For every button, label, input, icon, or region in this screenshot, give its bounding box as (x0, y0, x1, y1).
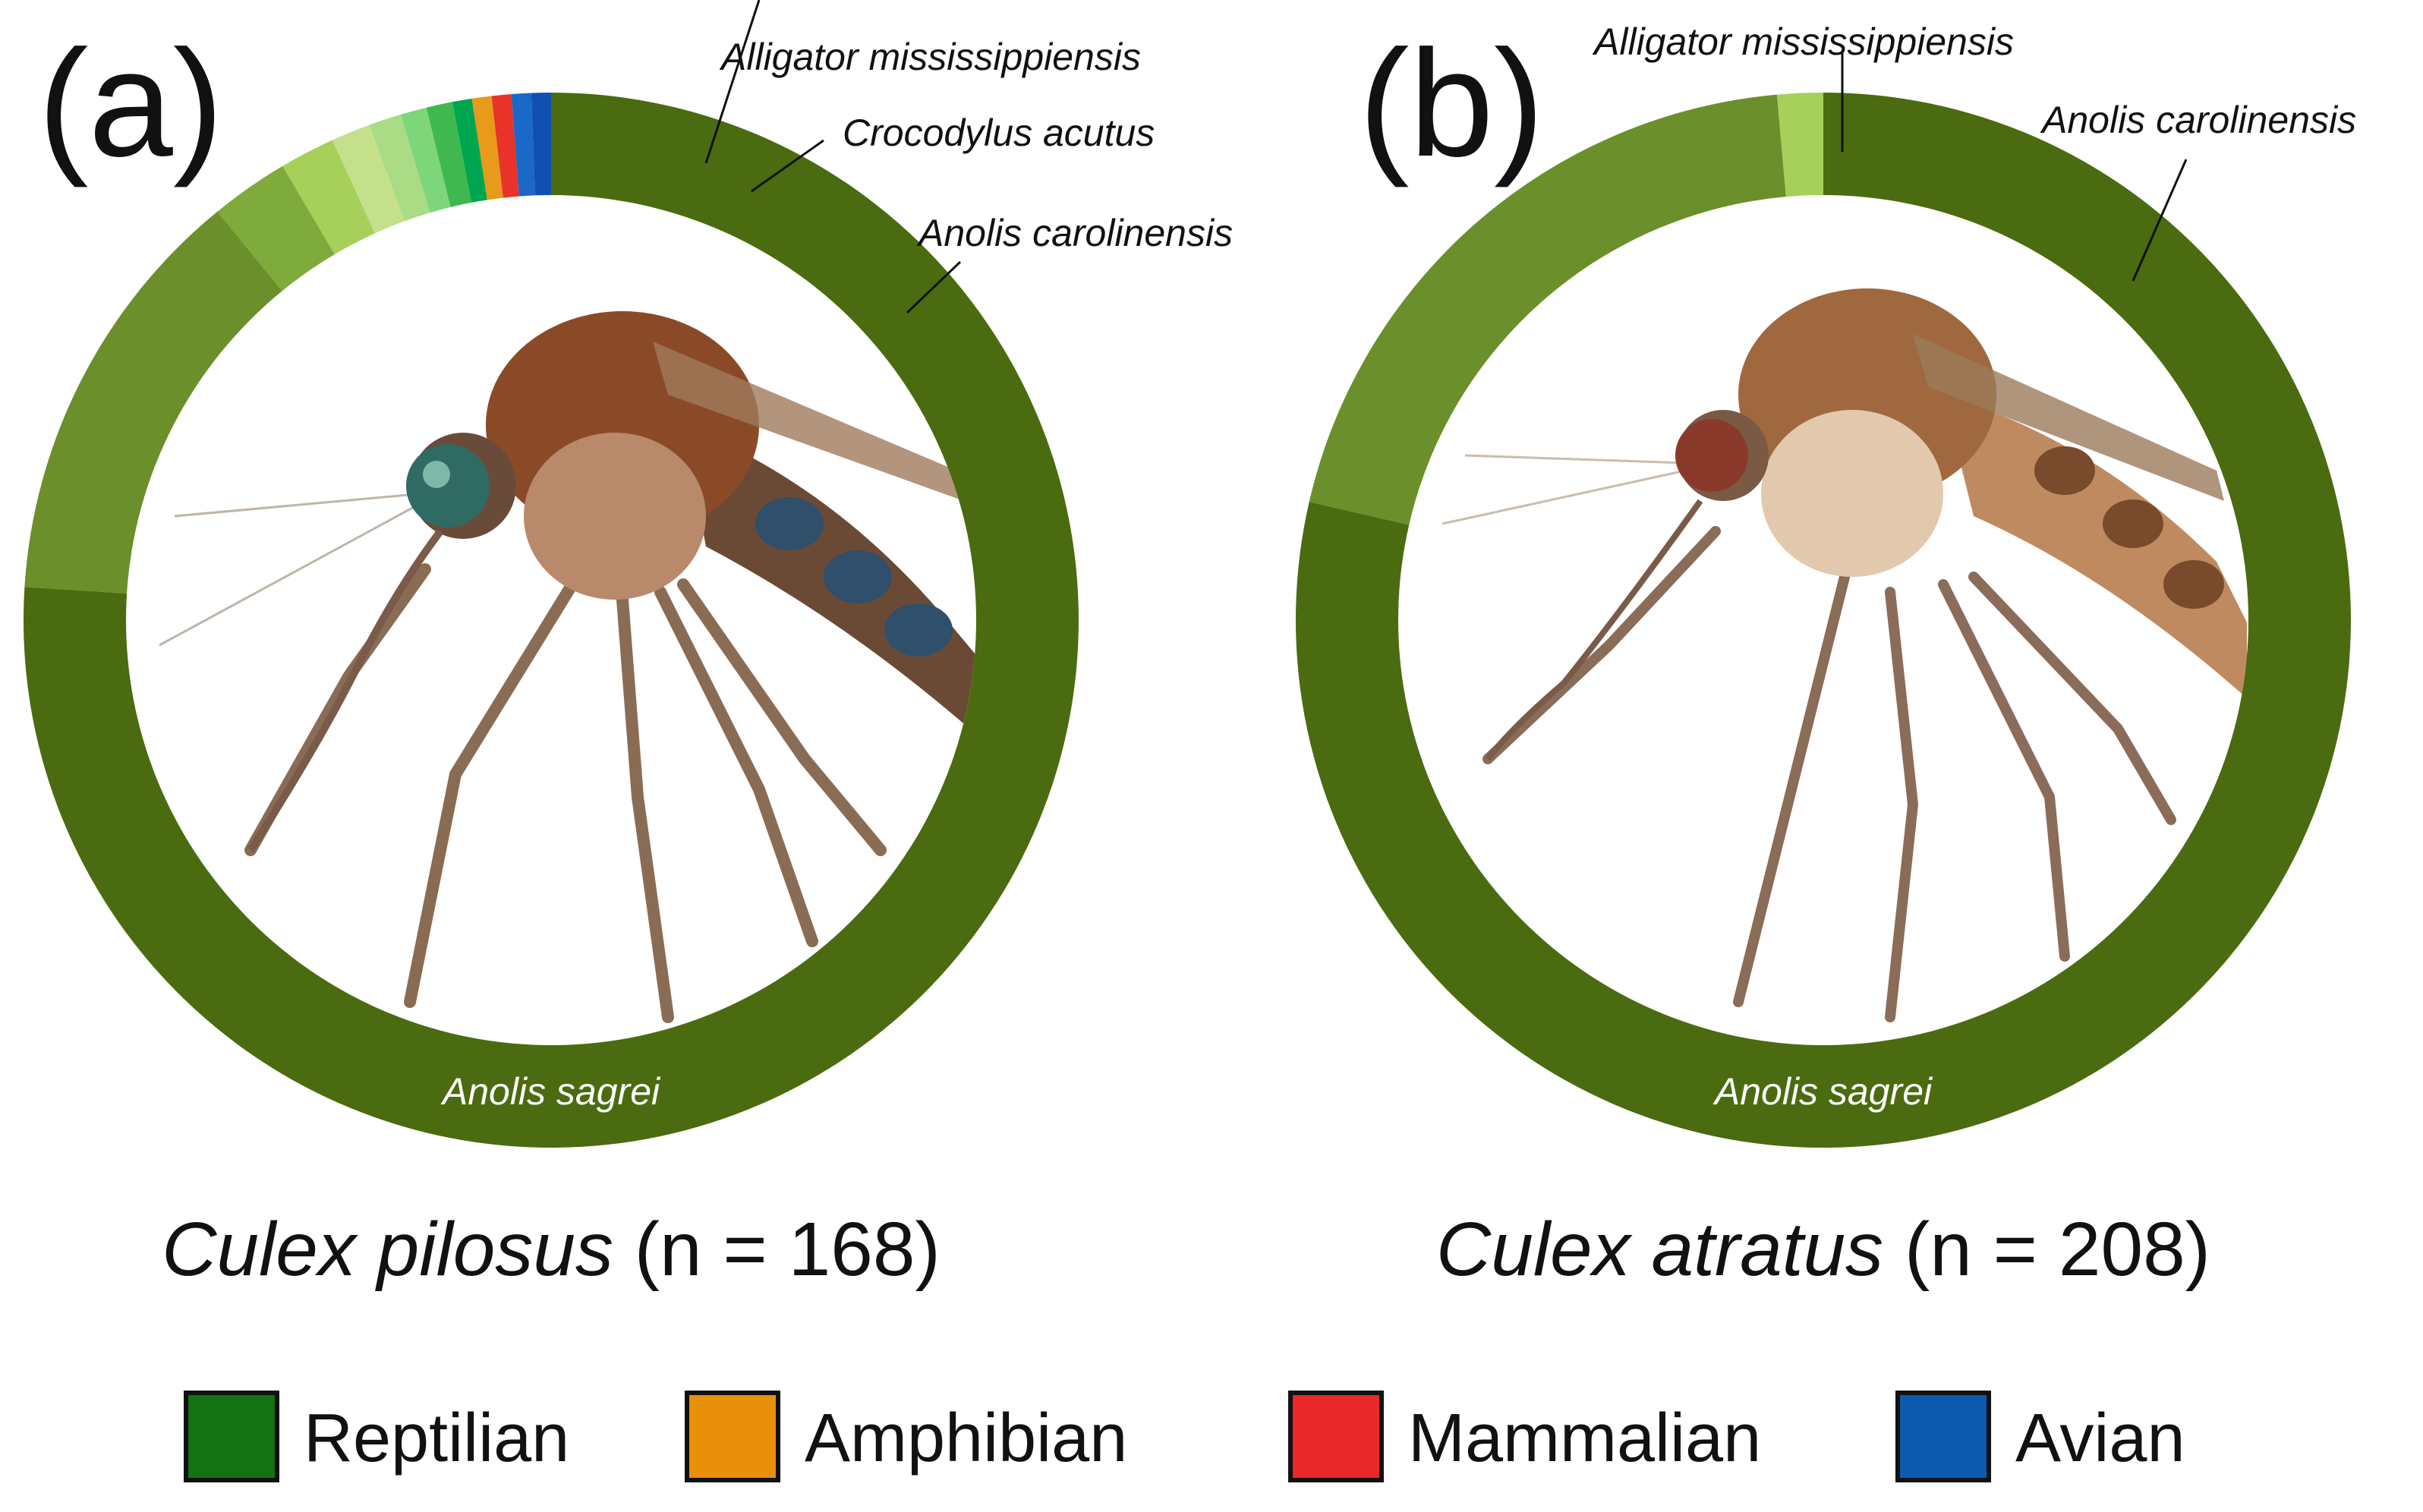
leader-alligator-a (704, 0, 761, 164)
legend-label-1: Amphibian (805, 1400, 1127, 1476)
leader-crocodylus-a (751, 139, 824, 193)
legend-swatch-0 (184, 1391, 279, 1482)
mosquito-photo-b (1398, 195, 2248, 1045)
donut-a-slice-11 (511, 93, 535, 197)
donut-b-slice-1 (1309, 94, 1786, 525)
donut-a-slice-4 (332, 124, 405, 234)
label-sagrei-a: Anolis sagrei (440, 1070, 661, 1113)
leader-carolinensis-a (906, 260, 962, 314)
legend-label-0: Reptilian (304, 1400, 569, 1476)
caption-a: Culex pilosus (n = 168) (162, 1207, 941, 1292)
legend: Reptilian Amphibian Mammalian Avian (184, 1391, 2185, 1482)
caption-b-n: (n = 208) (1883, 1207, 2210, 1292)
donut-chart-a (23, 93, 1079, 1148)
mosquito-photo-a (126, 195, 976, 1045)
legend-swatch-2 (1288, 1391, 1384, 1482)
donut-a-slice-12 (531, 93, 551, 196)
leader-carolinensis-b (2132, 159, 2188, 282)
label-carolinensis-b: Anolis carolinensis (2040, 99, 2356, 141)
donut-a-slice-5 (369, 114, 430, 222)
legend-label-3: Avian (2015, 1400, 2185, 1476)
donut-a-slice-6 (400, 107, 451, 213)
caption-a-species: Culex pilosus (162, 1207, 613, 1292)
donut-a-slice-7 (426, 102, 472, 207)
panel-b-letter: (b) (1359, 19, 1544, 188)
label-sagrei-b: Anolis sagrei (1712, 1070, 1933, 1113)
legend-swatch-1 (685, 1391, 780, 1482)
donut-a-slice-1 (24, 211, 282, 594)
donut-a-slice-2 (217, 165, 335, 291)
label-carolinensis-a: Anolis carolinensis (916, 212, 1233, 254)
panel-a: (a) (23, 0, 1233, 1292)
caption-a-n: (n = 168) (613, 1207, 941, 1292)
legend-swatch-3 (1895, 1391, 1991, 1482)
label-alligator-a: Alligator mississippiensis (719, 36, 1141, 78)
donut-a-slice-8 (452, 98, 487, 203)
panel-a-letter: (a) (38, 19, 223, 188)
caption-b: Culex atratus (n = 208) (1436, 1207, 2210, 1292)
donut-chart-b (1296, 93, 2351, 1148)
label-alligator-b: Alligator mississippiensis (1592, 20, 2014, 63)
donut-a-slice-3 (282, 140, 375, 254)
donut-a-slice-10 (491, 93, 519, 198)
panel-b: (b) (1296, 19, 2356, 1292)
label-crocodylus-a: Crocodylus acutus (843, 112, 1155, 154)
donut-a-slice-9 (471, 96, 503, 200)
legend-label-2: Mammalian (1408, 1400, 1761, 1476)
donut-b-slice-2 (1776, 93, 1823, 197)
caption-b-species: Culex atratus (1436, 1207, 1883, 1292)
